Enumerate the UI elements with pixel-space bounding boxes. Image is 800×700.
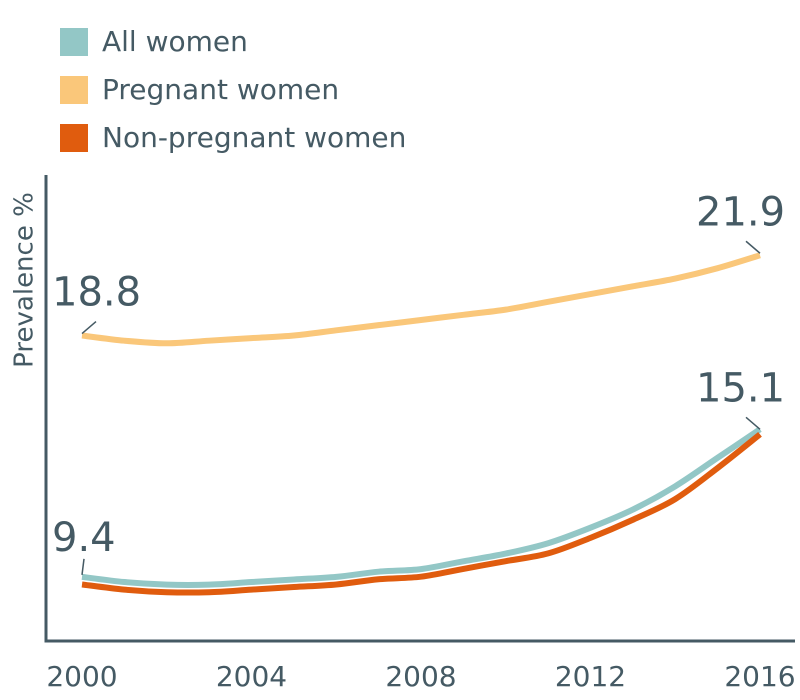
legend-label-pregnant-women: Pregnant women bbox=[102, 73, 339, 106]
legend-item-all-women: All women bbox=[60, 25, 248, 58]
data-label-leader bbox=[745, 416, 761, 430]
legend-swatch-non-pregnant-women bbox=[60, 124, 88, 152]
series-line-non-pregnant-women bbox=[81, 431, 762, 596]
legend-swatch-pregnant-women bbox=[60, 76, 88, 104]
series-lines bbox=[81, 252, 762, 596]
data-label-leader bbox=[745, 240, 761, 254]
legend-label-non-pregnant-women: Non-pregnant women bbox=[102, 121, 406, 154]
x-tick-label-2016: 2016 bbox=[724, 660, 795, 693]
x-tick-label-2008: 2008 bbox=[385, 660, 456, 693]
data-label-all-women-2000: 9.4 bbox=[52, 515, 116, 561]
legend-item-non-pregnant-women: Non-pregnant women bbox=[60, 121, 406, 154]
data-labels: 18.8 21.9 9.4 15.1 bbox=[52, 189, 785, 575]
axes bbox=[44, 175, 795, 643]
x-tick-label-2012: 2012 bbox=[555, 660, 626, 693]
data-label-all-women-2016: 15.1 bbox=[696, 365, 785, 411]
legend-swatch-all-women bbox=[60, 28, 88, 56]
data-label-pregnant-women-2000: 18.8 bbox=[52, 270, 141, 316]
data-label-leader bbox=[81, 558, 85, 575]
legend: All women Pregnant women Non-pregnant wome… bbox=[60, 25, 406, 154]
x-tick-label-2000: 2000 bbox=[46, 660, 117, 693]
series-line-pregnant-women bbox=[81, 252, 761, 347]
data-label-leader bbox=[81, 320, 97, 335]
data-label-pregnant-women-2016: 21.9 bbox=[696, 189, 785, 235]
legend-item-pregnant-women: Pregnant women bbox=[60, 73, 339, 106]
legend-label-all-women: All women bbox=[102, 25, 248, 58]
x-tick-label-2004: 2004 bbox=[216, 660, 287, 693]
x-tick-labels: 2000 2004 2008 2012 2016 bbox=[46, 660, 795, 693]
y-axis-label: Prevalence % bbox=[10, 192, 40, 368]
series-line-all-women bbox=[81, 426, 762, 588]
